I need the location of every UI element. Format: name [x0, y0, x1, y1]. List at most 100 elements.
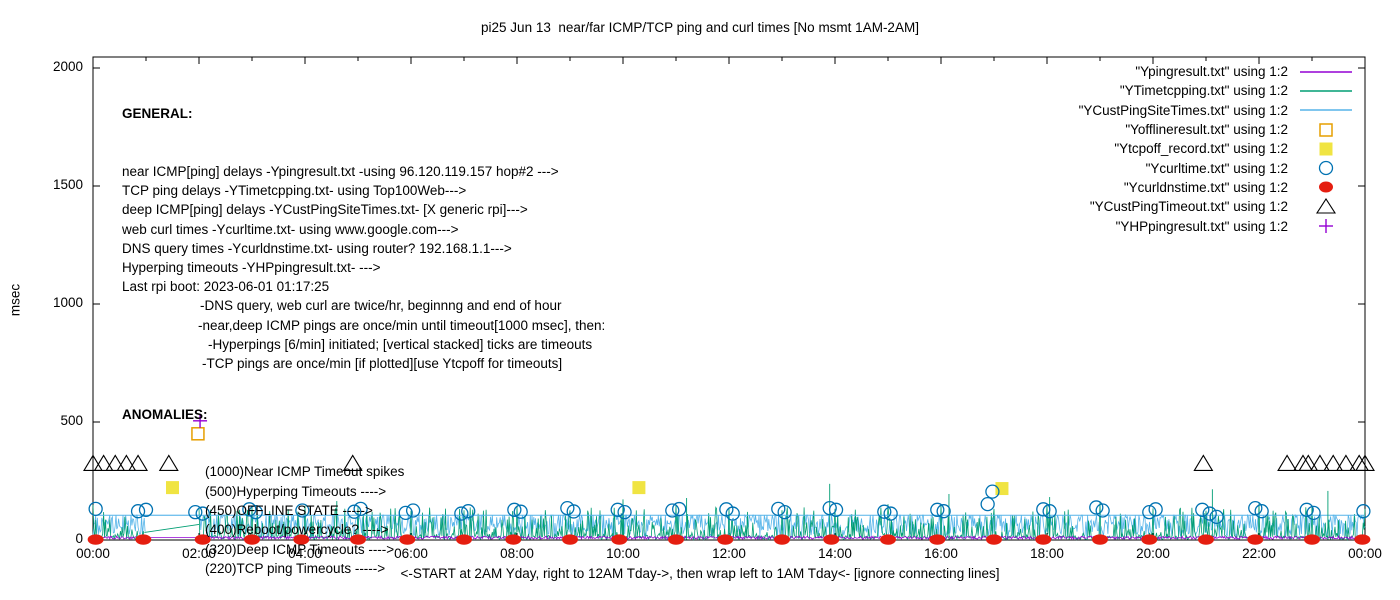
gap-connector-line — [144, 524, 200, 533]
y-tick-label: 1500 — [52, 176, 83, 192]
x-tick-label: 22:00 — [1242, 546, 1276, 561]
ping-timeout-marker — [83, 454, 103, 472]
legend-line-icon — [1300, 90, 1352, 92]
curl-time-marker — [1299, 502, 1314, 517]
legend-open-triangle-icon — [1315, 197, 1337, 214]
curl-time-marker — [138, 502, 154, 517]
curl-time-marker — [295, 503, 310, 518]
curl-time-marker — [1195, 502, 1210, 517]
legend-open-circle-icon — [1318, 160, 1334, 176]
ping-timeout-marker — [1193, 454, 1214, 472]
general-line: web curl times -Ycurltime.txt- using www… — [122, 221, 459, 237]
x-tick-label: 06:00 — [394, 546, 428, 561]
anomalies-line: (220)TCP ping Timeouts -----> — [205, 560, 386, 576]
curl-time-marker — [1036, 502, 1051, 517]
general-annotation: GENERAL: near ICMP[ping] delays -Ypingre… — [122, 66, 605, 373]
curl-time-marker — [1042, 504, 1057, 519]
legend-label: "Ycurltime.txt" using 1:2 — [1145, 160, 1288, 176]
curl-time-marker — [248, 505, 263, 520]
dns-time-marker — [456, 534, 472, 545]
curl-time-marker — [1356, 504, 1371, 519]
dns-time-marker — [774, 534, 790, 545]
legend-filled-wide-circle-icon — [1319, 181, 1333, 193]
legend-label: "Ycurldnstime.txt" using 1:2 — [1123, 179, 1288, 195]
general-heading: GENERAL: — [122, 106, 193, 122]
general-line: Last rpi boot: 2023-06-01 01:17:25 — [122, 279, 330, 295]
legend-line-icon — [1300, 109, 1352, 111]
legend-item: "YCustPingSiteTimes.txt" using 1:2 — [1079, 101, 1354, 120]
x-tick-label: 12:00 — [712, 546, 746, 561]
legend-item: "Ypingresult.txt" using 1:2 — [1079, 62, 1354, 81]
legend-filled-square-icon — [1319, 142, 1333, 156]
curl-time-marker — [725, 506, 740, 521]
ping-timeout-marker — [1277, 454, 1298, 472]
x-axis-note: <-START at 2AM Yday, right to 12AM Tday-… — [400, 566, 1000, 581]
curl-time-marker — [1095, 503, 1110, 518]
dns-time-marker — [1354, 534, 1371, 545]
curl-time-marker — [1209, 509, 1224, 525]
dns-time-marker — [1092, 534, 1108, 545]
curl-time-marker — [454, 506, 469, 521]
anomalies-line: (400)Reboot/powercycle? ----> — [205, 522, 389, 538]
ping-timeout-marker — [1323, 454, 1344, 472]
legend-line-icon — [1300, 70, 1352, 73]
general-line: -DNS query, web curl are twice/hr, begin… — [200, 298, 562, 314]
legend-label: "YCustPingTimeout.txt" using 1:2 — [1089, 199, 1288, 215]
x-tick-label: 20:00 — [1136, 546, 1170, 561]
curl-time-marker — [195, 506, 210, 521]
x-tick-label: 10:00 — [606, 546, 640, 561]
dns-time-marker — [135, 534, 152, 545]
x-tick-label: 02:00 — [182, 546, 216, 561]
legend-label: "Ytcpoff_record.txt" using 1:2 — [1114, 141, 1288, 157]
dns-time-marker — [350, 534, 366, 545]
ping-timeout-marker — [128, 454, 149, 472]
ping-timeout-marker — [342, 454, 363, 472]
dns-time-marker — [1198, 534, 1214, 545]
curl-time-marker — [985, 484, 1000, 499]
anomalies-line: (500)Hyperping Timeouts ----> — [205, 483, 387, 499]
curl-time-marker — [461, 504, 476, 519]
y-tick-label: 0 — [75, 530, 83, 546]
chart-title: pi25 Jun 13 near/far ICMP/TCP ping and c… — [481, 20, 919, 35]
dns-time-marker — [1304, 534, 1320, 545]
curl-time-marker — [566, 504, 581, 519]
legend-open-square-icon — [1319, 122, 1333, 137]
x-tick-label: 00:00 — [76, 546, 110, 561]
curl-time-marker — [822, 500, 837, 516]
legend-label: "Yofflineresult.txt" using 1:2 — [1125, 122, 1288, 138]
general-line: -TCP pings are once/min [if plotted][use… — [202, 356, 563, 372]
general-line: deep ICMP[ping] delays -YCustPingSiteTim… — [122, 202, 528, 218]
legend-item: "YTimetcpping.txt" using 1:2 — [1079, 81, 1354, 100]
x-tick-label: 00:00 — [1348, 546, 1382, 561]
dns-time-marker — [986, 534, 1002, 545]
ping-timeout-marker — [1355, 454, 1375, 472]
curl-time-marker — [672, 501, 687, 517]
ping-timeout-marker — [1309, 454, 1330, 472]
curl-time-marker — [936, 504, 951, 519]
curl-time-marker — [398, 505, 413, 521]
dns-time-marker — [1141, 534, 1158, 545]
legend-label: "YTimetcpping.txt" using 1:2 — [1119, 83, 1288, 99]
general-line: Hyperping timeouts -YHPpingresult.txt- -… — [122, 260, 381, 276]
curl-time-marker — [1248, 500, 1263, 516]
legend-plus-icon — [1319, 219, 1333, 234]
general-line: -near,deep ICMP pings are once/min until… — [198, 317, 606, 333]
legend-item: "YHPpingresult.txt" using 1:2 — [1079, 216, 1354, 235]
curl-time-marker — [353, 501, 368, 516]
y-tick-label: 500 — [60, 412, 83, 428]
ping-timeout-marker — [93, 454, 114, 472]
dns-time-marker — [505, 534, 522, 545]
curl-time-marker — [1202, 506, 1217, 521]
offline-marker — [191, 427, 205, 441]
curl-time-marker — [507, 502, 522, 517]
legend: "Ypingresult.txt" using 1:2 "YTimetcpping… — [1079, 62, 1354, 236]
dns-time-marker — [717, 534, 734, 545]
anomalies-line: (450)OFFLINE STATE -----> — [205, 503, 373, 519]
curl-time-marker — [930, 502, 945, 517]
legend-item: "Ycurldnstime.txt" using 1:2 — [1079, 178, 1354, 197]
ping-timeout-marker — [1335, 454, 1356, 472]
curl-time-marker — [777, 505, 792, 520]
legend-label: "YCustPingSiteTimes.txt" using 1:2 — [1078, 102, 1288, 118]
general-line: DNS query times -Ycurldnstime.txt- using… — [122, 240, 512, 256]
curl-time-marker — [665, 503, 680, 518]
